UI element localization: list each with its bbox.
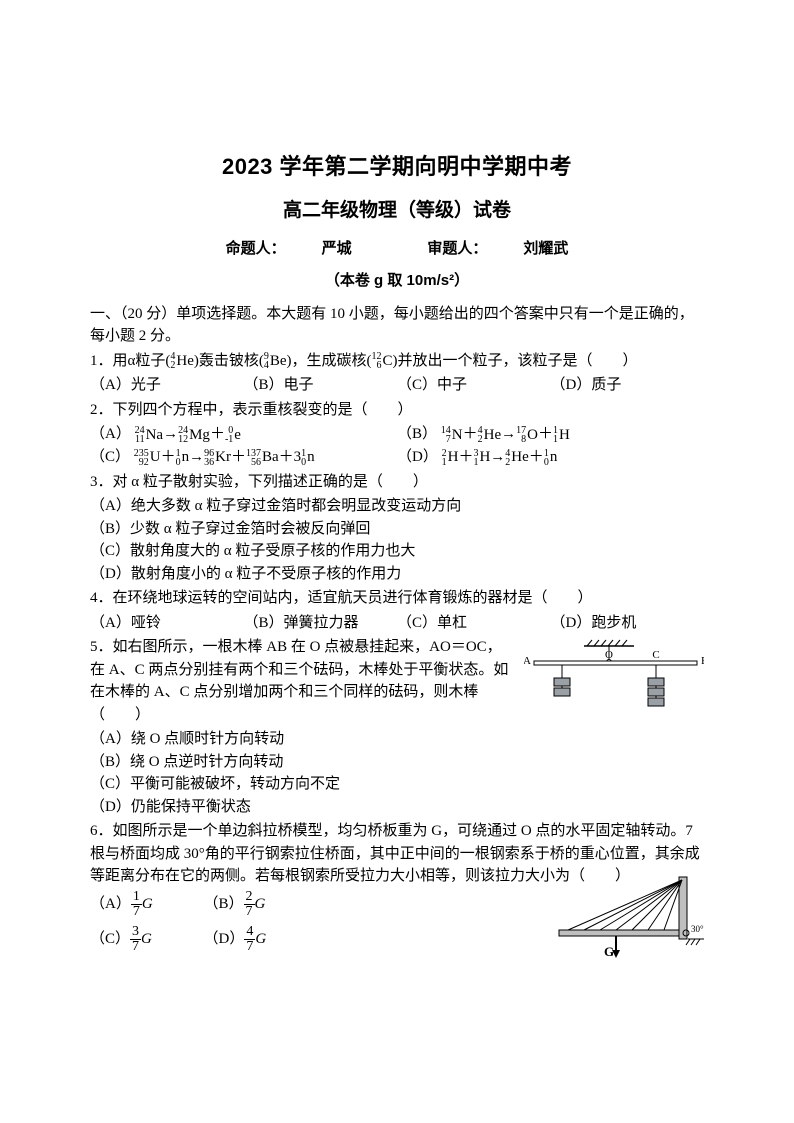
q1-opt-d: （D）质子 [551, 374, 705, 397]
section-1-header: 一、（20 分）单项选择题。本大题有 10 小题，每小题给出的四个答案中只有一个… [90, 303, 704, 348]
note-line: （本卷 g 取 10m/s²） [90, 270, 704, 293]
q2-stem: 2．下列四个方程中，表示重核裂变的是（ ） [90, 399, 704, 422]
q3-options: （A）绝大多数 α 粒子穿过金箔时都会明显改变运动方向 （B）少数 α 粒子穿过… [90, 495, 704, 585]
q5-options: （A）绕 O 点顺时针方向转动 （B）绕 O 点逆时针方向转动 （C）平衡可能被… [90, 728, 704, 818]
q4-stem: 4．在环绕地球运转的空间站内，适宜航天员进行体育锻炼的器材是（ ） [90, 587, 704, 610]
q4-options: （A）哑铃 （B）弹簧拉力器 （C）单杠 （D）跑步机 [90, 612, 704, 635]
q4-opt-b: （B）弹簧拉力器 [244, 612, 398, 635]
q4-opt-a: （A）哑铃 [90, 612, 244, 635]
q3-opt-d: （D）散射角度小的 α 粒子不受原子核的作用力 [90, 563, 704, 586]
svg-text:C: C [652, 649, 659, 661]
q3-opt-b: （B）少数 α 粒子穿过金箔时会被反向弹回 [90, 518, 704, 541]
svg-text:B: B [701, 655, 704, 667]
q2-options: （A） 2411Na→2412Mg＋0-1e （B） 147N＋42He→178… [90, 423, 704, 469]
meta-line: 命题人：严城 审题人：刘耀武 [90, 238, 704, 261]
svg-text:O: O [605, 649, 613, 661]
q5-figure: A O C B [524, 638, 704, 728]
page-subtitle: 高二年级物理（等级）试卷 [90, 197, 704, 226]
q6-opt-a: （A）17G [90, 890, 204, 919]
q1-options: （A）光子 （B）电子 （C）中子 （D）质子 [90, 374, 704, 397]
q1-opt-c: （C）中子 [397, 374, 551, 397]
q4-opt-c: （C）单杠 [397, 612, 551, 635]
q6-opt-d: （D）47G [204, 925, 318, 954]
q4-opt-d: （D）跑步机 [551, 612, 705, 635]
q2-opt-a: （A） 2411Na→2412Mg＋0-1e [90, 423, 397, 446]
q2-opt-c: （C） 23592U＋10n→9636Kr＋13756Ba＋310n [90, 446, 397, 469]
q1-stem: 1．用α粒子(42He)轰击铍核(94Be)，生成碳核(126C)并放出一个粒子… [90, 350, 704, 373]
q5-opt-a: （A）绕 O 点顺时针方向转动 [90, 728, 704, 751]
q2-opt-d: （D） 21H＋31H→42He＋10n [397, 446, 704, 469]
q6-figure: 30° G [554, 872, 704, 962]
q3-opt-c: （C）散射角度大的 α 粒子受原子核的作用力也大 [90, 540, 704, 563]
q1-opt-a: （A）光子 [90, 374, 244, 397]
q3-opt-a: （A）绝大多数 α 粒子穿过金箔时都会明显改变运动方向 [90, 495, 704, 518]
q5-opt-c: （C）平衡可能被破坏，转动方向不定 [90, 773, 704, 796]
q1-opt-b: （B）电子 [244, 374, 398, 397]
q2-opt-b: （B） 147N＋42He→178O＋11H [397, 423, 704, 446]
q5-opt-d: （D）仍能保持平衡状态 [90, 796, 704, 819]
svg-text:A: A [524, 655, 531, 667]
svg-text:G: G [604, 944, 614, 959]
q3-stem: 3．对 α 粒子散射实验，下列描述正确的是（ ） [90, 471, 704, 494]
q5-opt-b: （B）绕 O 点逆时针方向转动 [90, 751, 704, 774]
q6-opt-b: （B）27G [204, 890, 318, 919]
q6-opt-c: （C）37G [90, 925, 204, 954]
svg-text:30°: 30° [691, 924, 704, 934]
page-title: 2023 学年第二学期向明中学期中考 [90, 150, 704, 183]
